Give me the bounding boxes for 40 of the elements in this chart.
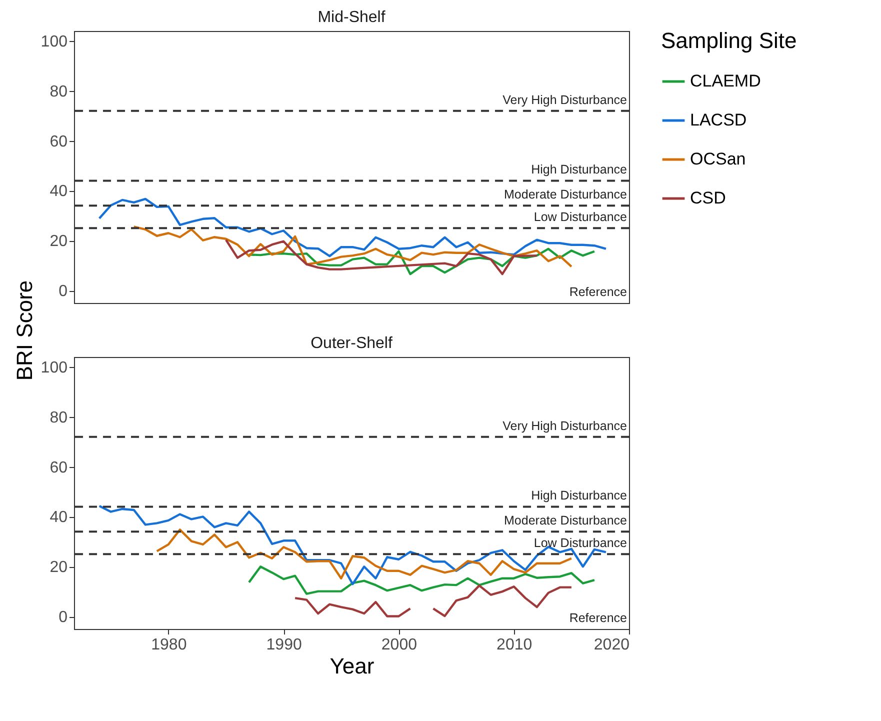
x-tick-label: 2020	[594, 636, 630, 654]
ref-line-label: Very High Disturbance	[502, 92, 628, 107]
x-tick-label: 1980	[151, 636, 187, 654]
y-tick-label: 60	[50, 459, 68, 476]
annotation: Reference	[569, 611, 628, 625]
y-tick-label: 80	[50, 409, 68, 426]
chart-title: Mid-Shelf	[318, 9, 386, 26]
x-tick-label: 2000	[381, 636, 418, 654]
line-series	[248, 248, 596, 276]
y-tick-label: 20	[50, 233, 68, 250]
annotation: Reference	[569, 285, 628, 299]
x-tick-label: 1990	[266, 636, 302, 654]
ref-line-label: Moderate Disturbance	[504, 188, 628, 202]
ref-line-label: Very High Disturbance	[502, 418, 628, 433]
y-axis-title: BRI Score	[12, 280, 37, 381]
y-tick-label: 0	[58, 283, 68, 300]
ref-line-label: Low Disturbance	[534, 210, 628, 224]
legend-label: LACSD	[690, 110, 747, 130]
legend-label: CLAEMD	[690, 72, 761, 90]
legend-label: OCSan	[690, 150, 746, 168]
line-series	[132, 226, 573, 268]
y-tick-label: 80	[50, 83, 68, 100]
line-series	[248, 566, 596, 595]
legend-label: CSD	[690, 188, 726, 208]
y-tick-label: 0	[58, 609, 68, 626]
y-tick-label: 100	[40, 359, 68, 376]
x-axis-title: Year	[330, 654, 374, 678]
ref-line-label: High Disturbance	[531, 162, 628, 177]
x-tick-label: 2010	[496, 636, 532, 654]
line-series	[224, 238, 538, 276]
y-tick-label: 40	[50, 183, 68, 200]
legend-title: Sampling Site	[661, 28, 797, 53]
chart-title: Outer-Shelf	[310, 335, 393, 352]
ref-line-label: Low Disturbance	[534, 536, 628, 550]
y-tick-label: 20	[50, 559, 68, 576]
y-tick-label: 40	[50, 509, 68, 526]
ref-line-label: Moderate Disturbance	[504, 514, 628, 528]
ref-line-label: High Disturbance	[531, 488, 628, 503]
y-tick-label: 100	[40, 33, 68, 50]
y-tick-label: 60	[50, 133, 68, 150]
